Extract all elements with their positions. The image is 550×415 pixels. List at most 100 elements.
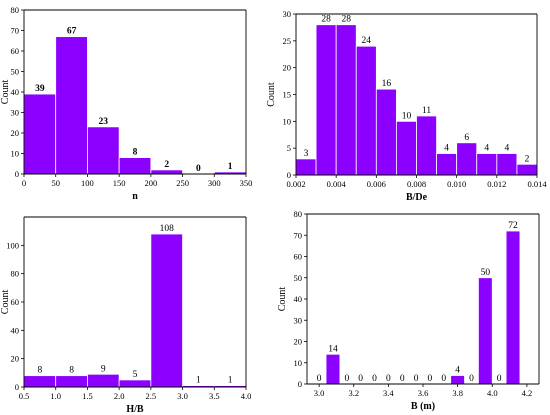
y-tick-label: 70 bbox=[294, 230, 303, 240]
y-tick-label: 40 bbox=[294, 294, 303, 304]
chart-panel-2: 3 28 28 24 16 10 11 4 6 4 4 2 0.002 0.004 0.006 0.008 0.… bbox=[266, 9, 547, 203]
histogram-bar bbox=[325, 353, 341, 385]
bar-value-label: 2 bbox=[525, 154, 530, 164]
y-axis-title: Count bbox=[277, 287, 288, 312]
x-tick-label: 3.2 bbox=[348, 388, 359, 398]
bar-value-label: 28 bbox=[321, 15, 331, 25]
histogram-bar bbox=[450, 375, 465, 385]
bar-value-label: 0 bbox=[497, 374, 502, 384]
histogram-bar bbox=[118, 157, 152, 175]
x-tick-label: 4.0 bbox=[487, 388, 498, 398]
y-axis-title: Count bbox=[266, 82, 277, 107]
y-tick-label: 0 bbox=[287, 170, 291, 180]
histogram-bar bbox=[118, 379, 152, 388]
x-tick-label: 3.4 bbox=[383, 388, 394, 398]
y-tick-label: 80 bbox=[294, 209, 303, 219]
x-tick-label: 100 bbox=[81, 178, 94, 188]
x-tick-label: 0.014 bbox=[527, 179, 547, 189]
x-tick-label: 0.008 bbox=[407, 179, 426, 189]
y-tick-label: 80 bbox=[11, 5, 20, 15]
bar-value-label: 4 bbox=[455, 366, 460, 376]
histogram-bar bbox=[505, 230, 521, 385]
x-tick-label: 3.6 bbox=[418, 388, 429, 398]
histogram-bar bbox=[375, 88, 397, 176]
bar-value-label: 8 bbox=[37, 366, 42, 376]
x-axis-title: H/B bbox=[126, 404, 144, 415]
x-tick-label: 2.5 bbox=[146, 391, 157, 401]
histogram-bar bbox=[55, 375, 88, 388]
bar-value-label: 108 bbox=[160, 224, 175, 234]
y-tick-label: 30 bbox=[11, 108, 20, 118]
histogram-bar bbox=[496, 153, 518, 176]
y-tick-label: 20 bbox=[11, 354, 20, 364]
y-tick-label: 0 bbox=[15, 169, 19, 179]
x-tick-label: 350 bbox=[240, 178, 253, 188]
histogram-bar bbox=[516, 163, 538, 176]
histogram-bar bbox=[55, 36, 88, 175]
histogram-bar bbox=[87, 373, 120, 388]
chart-panel-3: 8 8 9 5 108 1 1 0.5 1.0 1.5 2.0 2.5 3.0 3.5 4.0 0 20 40 60… bbox=[0, 216, 252, 415]
y-axis-title: Count bbox=[0, 80, 11, 105]
bar-value-label: 3 bbox=[304, 149, 309, 159]
y-tick-label: 50 bbox=[294, 273, 303, 283]
y-tick-label: 20 bbox=[294, 337, 303, 347]
bar-value-label: 2 bbox=[164, 160, 169, 170]
histogram-bar bbox=[315, 24, 337, 176]
bar-value-label: 4 bbox=[444, 144, 449, 154]
histogram-bar bbox=[23, 93, 57, 175]
x-tick-label: 0.004 bbox=[327, 179, 347, 189]
y-tick-label: 10 bbox=[283, 116, 292, 126]
histogram-bar bbox=[436, 153, 458, 176]
y-tick-label: 100 bbox=[6, 240, 19, 250]
histogram-bar bbox=[150, 169, 183, 175]
bar-value-label: 8 bbox=[133, 148, 138, 158]
y-tick-label: 0 bbox=[15, 382, 19, 392]
x-tick-label: 0.006 bbox=[367, 179, 386, 189]
x-tick-label: 150 bbox=[113, 178, 126, 188]
x-tick-label: 0.002 bbox=[286, 179, 305, 189]
x-tick-label: 300 bbox=[208, 178, 221, 188]
bar-value-label: 14 bbox=[328, 344, 338, 354]
x-tick-label: 200 bbox=[144, 178, 157, 188]
x-tick-label: 4.0 bbox=[241, 391, 252, 401]
bar-value-label: 1 bbox=[228, 162, 233, 172]
x-tick-label: 3.5 bbox=[209, 391, 220, 401]
y-axis-title: Count bbox=[0, 290, 11, 315]
bar-value-label: 0 bbox=[344, 374, 349, 384]
y-tick-label: 60 bbox=[11, 297, 20, 307]
y-tick-label: 30 bbox=[294, 315, 303, 325]
x-axis-title: B/De bbox=[406, 192, 428, 203]
bar-value-label: 0 bbox=[317, 374, 322, 384]
bar-value-label: 8 bbox=[69, 366, 74, 376]
y-tick-label: 40 bbox=[11, 87, 20, 97]
histogram-bar bbox=[23, 375, 57, 388]
bar-value-label: 72 bbox=[508, 221, 518, 231]
histogram-bar bbox=[335, 24, 357, 176]
bar-value-label: 23 bbox=[99, 117, 109, 127]
bar-value-label: 0 bbox=[428, 374, 433, 384]
bar-value-label: 1 bbox=[196, 376, 201, 386]
histogram-bar bbox=[87, 126, 120, 175]
x-tick-label: 0.010 bbox=[447, 179, 466, 189]
bar-value-label: 5 bbox=[133, 370, 138, 380]
y-tick-label: 80 bbox=[11, 269, 20, 279]
y-tick-label: 70 bbox=[11, 26, 20, 36]
x-tick-label: 1.5 bbox=[82, 391, 93, 401]
y-tick-label: 40 bbox=[11, 325, 20, 335]
y-tick-label: 10 bbox=[294, 358, 303, 368]
histogram-bar bbox=[456, 142, 478, 176]
bar-value-label: 10 bbox=[402, 111, 412, 121]
x-tick-label: 250 bbox=[176, 178, 189, 188]
y-tick-label: 60 bbox=[294, 252, 303, 262]
histogram-bar bbox=[416, 115, 437, 176]
x-axis-title: B (m) bbox=[411, 401, 435, 412]
x-tick-label: 0 bbox=[22, 178, 26, 188]
bar-value-label: 0 bbox=[400, 374, 405, 384]
bar-value-label: 4 bbox=[484, 144, 489, 154]
x-tick-label: 4.2 bbox=[522, 388, 533, 398]
histogram-bar bbox=[150, 233, 183, 388]
bar-value-label: 1 bbox=[228, 376, 233, 386]
y-tick-label: 5 bbox=[287, 143, 291, 153]
